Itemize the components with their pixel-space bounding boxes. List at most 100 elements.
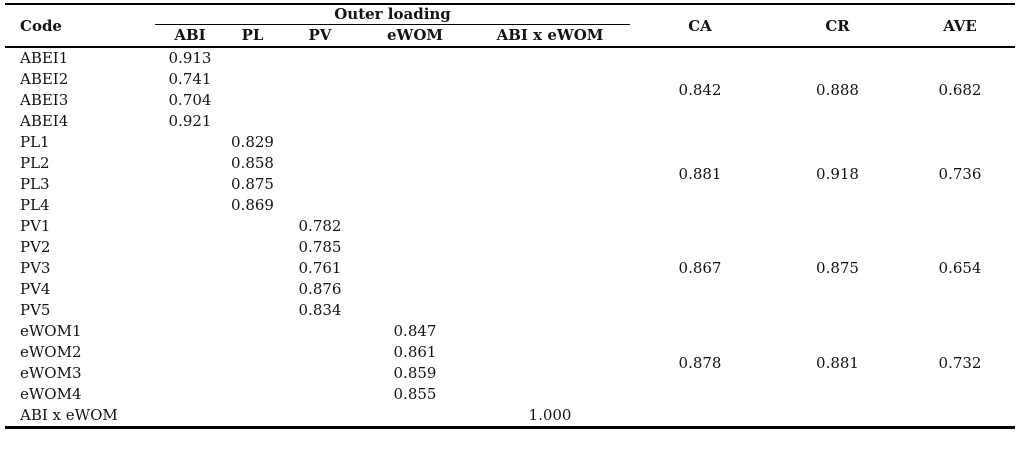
- cr-value-cell: [770, 405, 905, 428]
- outer-loading-cell: 0.921: [168, 112, 212, 130]
- table-row: ABI x eWOM 1.000: [5, 405, 1015, 428]
- indicator-code-cell: eWOM4: [20, 385, 82, 403]
- outer-loading-cell: [155, 174, 225, 195]
- indicator-code-cell: eWOM3: [20, 364, 82, 382]
- col-header-pl: PL: [241, 26, 264, 44]
- col-header-abi-x-ewom: ABI x eWOM: [496, 26, 604, 44]
- outer-loading-cell: [225, 279, 280, 300]
- indicator-code-cell: ABEI1: [20, 49, 69, 67]
- outer-loading-cell: [280, 174, 360, 195]
- outer-loading-cell: [470, 174, 630, 195]
- outer-loading-cell: 0.782: [298, 217, 342, 235]
- outer-loading-cell: 0.861: [393, 343, 437, 361]
- outer-loading-cell: [470, 258, 630, 279]
- outer-loading-cell: [360, 237, 470, 258]
- outer-loading-cell: [360, 111, 470, 132]
- outer-loading-cell: 0.834: [298, 301, 342, 319]
- outer-loading-cell: [155, 363, 225, 384]
- table-row: eWOM3 0.859: [5, 363, 1015, 384]
- outer-loading-cell: [470, 132, 630, 153]
- outer-loading-cell: 0.869: [231, 196, 274, 214]
- indicator-code-cell: PV5: [20, 301, 51, 319]
- outer-loading-cell: [280, 363, 360, 384]
- outer-loading-cell: 0.876: [298, 280, 342, 298]
- outer-loading-cell: [155, 405, 225, 428]
- col-header-pv: PV: [308, 26, 332, 44]
- outer-loading-cell: [225, 69, 280, 90]
- outer-loading-cell: [360, 279, 470, 300]
- indicator-code-cell: PV4: [20, 280, 51, 298]
- table-row: PL3 0.875: [5, 174, 1015, 195]
- col-header-ave: AVE: [943, 16, 977, 35]
- indicator-code-cell: ABI x eWOM: [20, 406, 118, 424]
- table-row: PV1 0.782 0.867 0.875 0.654: [5, 216, 1015, 277]
- col-header-abi: ABI: [174, 26, 206, 44]
- ave-value-cell: [905, 405, 1015, 428]
- outer-loading-cell: [225, 258, 280, 279]
- ave-value-cell: 0.732: [938, 353, 982, 372]
- indicator-code-cell: PL4: [20, 196, 50, 214]
- outer-loading-cell: 0.875: [231, 175, 274, 193]
- indicator-code-cell: ABEI4: [20, 112, 69, 130]
- outer-loading-cell: [155, 132, 225, 153]
- indicator-code-cell: PL1: [20, 133, 50, 151]
- cr-value-cell: 0.881: [816, 353, 859, 372]
- header-row-sub: ABI PL PV eWOM ABI x eWOM: [5, 25, 1015, 48]
- table-row: PL2 0.858: [5, 153, 1015, 174]
- outer-loading-cell: [360, 47, 470, 69]
- ave-value-cell: 0.682: [938, 80, 982, 99]
- outer-loading-cell: [360, 216, 470, 237]
- header-row-top: Code Outer loading CA CR AVE: [5, 4, 1015, 35]
- col-header-ca: CA: [688, 16, 712, 35]
- outer-loading-cell: 0.858: [231, 154, 274, 172]
- outer-loading-cell: [470, 216, 630, 237]
- indicator-code-cell: PV3: [20, 259, 51, 277]
- outer-loading-cell: 0.704: [168, 91, 212, 109]
- outer-loading-cell: [280, 90, 360, 111]
- outer-loading-cell: [470, 153, 630, 174]
- table-row: ABEI3 0.704: [5, 90, 1015, 111]
- table-row: ABEI1 0.913 0.842 0.888 0.682: [5, 47, 1015, 99]
- outer-loading-cell: [155, 279, 225, 300]
- outer-loading-cell: [470, 195, 630, 216]
- ca-value-cell: 0.867: [678, 259, 722, 277]
- outer-loading-cell: 0.913: [168, 49, 212, 67]
- outer-loading-cell: [470, 90, 630, 111]
- outer-loading-cell: 0.741: [168, 70, 212, 88]
- outer-loading-cell: [225, 90, 280, 111]
- outer-loading-cell: [225, 342, 280, 363]
- outer-loading-cell: [360, 174, 470, 195]
- outer-loading-cell: [155, 153, 225, 174]
- outer-loading-cell: [360, 300, 470, 321]
- outer-loading-cell: 0.847: [393, 322, 437, 340]
- outer-loading-cell: [280, 342, 360, 363]
- indicator-code-cell: ABEI2: [20, 70, 69, 88]
- outer-loading-cell: [470, 111, 630, 132]
- table-row: PV3 0.761: [5, 258, 1015, 279]
- col-header-cr: CR: [825, 16, 850, 35]
- outer-loading-cell: 0.761: [298, 259, 342, 277]
- cr-value-cell: 0.875: [816, 259, 859, 277]
- outer-loading-cell: [470, 279, 630, 300]
- outer-loading-cell: [225, 47, 280, 69]
- indicator-code-cell: eWOM2: [20, 343, 82, 361]
- outer-loading-cell: [280, 153, 360, 174]
- outer-loading-cell: [280, 111, 360, 132]
- outer-loading-cell: [155, 195, 225, 216]
- outer-loading-cell: [225, 237, 280, 258]
- outer-loading-cell: [360, 90, 470, 111]
- ave-value-cell: 0.654: [938, 259, 982, 277]
- col-header-ewom: eWOM: [386, 26, 444, 44]
- outer-loading-cell: [225, 405, 280, 428]
- table-header: Code Outer loading CA CR AVE ABI PL PV e…: [5, 4, 1016, 48]
- outer-loading-cell: 0.859: [393, 364, 437, 382]
- outer-loading-cell: 1.000: [528, 406, 572, 424]
- table-row: PV2 0.785: [5, 237, 1015, 258]
- table-row: eWOM1 0.847 0.878 0.881 0.732: [5, 321, 1015, 372]
- outer-loading-cell: [225, 321, 280, 342]
- outer-loading-cell: [225, 111, 280, 132]
- outer-loading-cell: [470, 342, 630, 363]
- outer-loading-cell: [280, 69, 360, 90]
- outer-loading-cell: [280, 47, 360, 69]
- outer-loading-cell: [470, 321, 630, 342]
